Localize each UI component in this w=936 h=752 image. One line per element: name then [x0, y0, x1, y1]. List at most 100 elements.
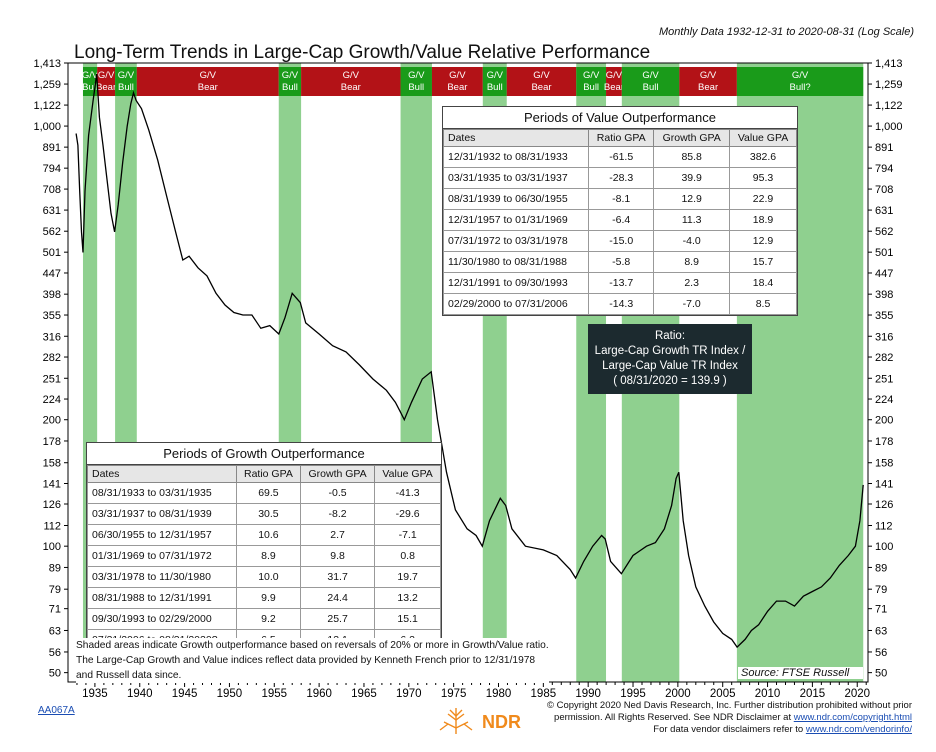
chart-notes: Shaded areas indicate Growth outperforma… — [76, 638, 549, 683]
y-tick-label-right-19: 158 — [875, 458, 893, 470]
value-table-cell-1-1: -28.3 — [588, 167, 655, 189]
value-col-dates: Dates — [442, 129, 590, 147]
regime-label-bottom-7: Bear — [447, 82, 467, 93]
value-table-cell-0-3: 382.6 — [729, 146, 797, 168]
growth-table-row-1: 03/31/1937 to 08/31/1939 30.5 -8.2 -29.6 — [87, 503, 441, 525]
growth-table-cell-4-3: 19.7 — [374, 566, 441, 588]
y-tick-label-left-6: 708 — [43, 184, 61, 196]
y-tick-label-right-11: 398 — [875, 289, 893, 301]
growth-table-cell-2-2: 2.7 — [299, 524, 376, 546]
growth-table-cell-3-0: 01/31/1969 to 07/31/1972 — [87, 545, 237, 567]
regime-label-top-12: G/V — [642, 70, 659, 81]
chart-code-link[interactable]: AA067A — [38, 705, 75, 716]
value-table-cell-2-0: 08/31/1939 to 06/30/1955 — [442, 188, 590, 210]
regime-segment-10 — [576, 67, 607, 96]
copyright-link[interactable]: www.ndr.com/copyright.html — [793, 712, 912, 723]
x-tick-label-7: 1970 — [396, 688, 422, 700]
regime-bar: G/VBullG/VBearG/VBullG/VBearG/VBullG/VBe… — [82, 67, 864, 96]
y-tick-label-left-8: 562 — [43, 226, 61, 238]
y-tick-label-right-16: 224 — [875, 394, 893, 406]
y-tick-label-right-14: 282 — [875, 352, 893, 364]
x-tick-label-10: 1985 — [531, 688, 557, 700]
growth-table-row-3: 01/31/1969 to 07/31/1972 8.9 9.8 0.8 — [87, 545, 441, 567]
growth-col-value: Value GPA — [374, 465, 441, 483]
y-tick-label-right-15: 251 — [875, 373, 893, 385]
value-table-cell-2-3: 22.9 — [729, 188, 797, 210]
x-tick-label-9: 1980 — [486, 688, 512, 700]
regime-label-top-0: G/V — [82, 70, 99, 81]
copyright-line3-text: For data vendor disclaimers refer to — [653, 724, 806, 735]
regime-segment-8 — [482, 67, 507, 96]
y-tick-label-left-0: 1,413 — [33, 58, 61, 70]
growth-col-dates: Dates — [87, 465, 237, 483]
regime-segment-6 — [400, 67, 432, 96]
growth-table-cell-0-0: 08/31/1933 to 03/31/1935 — [87, 482, 237, 504]
value-table-row-7: 02/29/2000 to 07/31/2006 -14.3 -7.0 8.5 — [442, 293, 797, 315]
value-table-row-2: 08/31/1939 to 06/30/1955 -8.1 12.9 22.9 — [442, 188, 797, 210]
regime-segment-12 — [621, 67, 680, 96]
regime-label-top-11: G/V — [606, 70, 623, 81]
value-table-cell-5-3: 15.7 — [729, 251, 797, 273]
value-table-cell-6-2: 2.3 — [653, 272, 731, 294]
growth-table-cell-0-2: -0.5 — [299, 482, 376, 504]
x-tick-label-4: 1955 — [261, 688, 287, 700]
value-table-cell-3-1: -6.4 — [588, 209, 655, 231]
growth-col-growth: Growth GPA — [299, 465, 376, 483]
chart-subtitle: Monthly Data 1932-12-31 to 2020-08-31 (L… — [659, 26, 914, 38]
value-table-row-5: 11/30/1980 to 08/31/1988 -5.8 8.9 15.7 — [442, 251, 797, 273]
x-tick-label-3: 1950 — [217, 688, 243, 700]
y-tick-label-right-10: 447 — [875, 268, 893, 280]
growth-table-cell-5-0: 08/31/1988 to 12/31/1991 — [87, 587, 237, 609]
y-tick-label-left-21: 126 — [43, 499, 61, 511]
value-table-cell-6-1: -13.7 — [588, 272, 655, 294]
y-tick-label-left-1: 1,259 — [33, 79, 61, 91]
regime-segment-9 — [506, 67, 577, 96]
regime-label-bottom-13: Bear — [698, 82, 718, 93]
regime-label-bottom-12: Bull — [643, 82, 659, 93]
regime-segment-13 — [679, 67, 737, 96]
y-tick-label-left-17: 200 — [43, 415, 61, 427]
note-line3: and Russell data since. — [76, 670, 182, 681]
regime-label-bottom-1: Bear — [96, 82, 116, 93]
regime-label-top-6: G/V — [408, 70, 425, 81]
regime-label-top-7: G/V — [449, 70, 466, 81]
regime-label-top-8: G/V — [487, 70, 504, 81]
y-tick-label-right-27: 63 — [875, 625, 887, 637]
value-table-cell-4-3: 12.9 — [729, 230, 797, 252]
growth-table-row-2: 06/30/1955 to 12/31/1957 10.6 2.7 -7.1 — [87, 524, 441, 546]
value-table-cell-2-2: 12.9 — [653, 188, 731, 210]
y-tick-label-left-10: 447 — [43, 268, 61, 280]
regime-label-bottom-11: Bear — [604, 82, 624, 93]
x-axis: 1935 1940 1945 1950 1955 1960 1965 1970 1975 1980… — [76, 682, 870, 700]
y-tick-label-left-16: 224 — [43, 394, 61, 406]
y-tick-label-right-9: 501 — [875, 247, 893, 259]
value-table-cell-5-2: 8.9 — [653, 251, 731, 273]
y-tick-label-left-12: 355 — [43, 310, 61, 322]
x-tick-label-13: 2000 — [665, 688, 691, 700]
value-table-cell-6-0: 12/31/1991 to 09/30/1993 — [442, 272, 590, 294]
value-table-cell-1-3: 95.3 — [729, 167, 797, 189]
y-tick-label-left-5: 794 — [43, 163, 61, 175]
regime-label-top-2: G/V — [118, 70, 135, 81]
y-tick-label-left-2: 1,122 — [33, 100, 61, 112]
growth-table-cell-4-2: 31.7 — [299, 566, 376, 588]
regime-label-top-10: G/V — [583, 70, 600, 81]
value-table-cell-5-1: -5.8 — [588, 251, 655, 273]
value-table-cell-1-0: 03/31/1935 to 03/31/1937 — [442, 167, 590, 189]
growth-table-cell-6-1: 9.2 — [235, 608, 301, 630]
copyright-line2: permission. All Rights Reserved. See NDR… — [547, 712, 912, 724]
regime-label-top-13: G/V — [700, 70, 717, 81]
growth-table-cell-6-0: 09/30/1993 to 02/29/2000 — [87, 608, 237, 630]
regime-label-top-3: G/V — [200, 70, 217, 81]
value-table-caption: Periods of Value Outperformance — [443, 107, 797, 129]
regime-label-bottom-3: Bear — [198, 82, 218, 93]
y-tick-label-right-18: 178 — [875, 436, 893, 448]
growth-table-cell-1-0: 03/31/1937 to 08/31/1939 — [87, 503, 237, 525]
regime-segment-0 — [82, 67, 98, 96]
y-tick-label-left-28: 56 — [49, 647, 61, 659]
y-tick-label-right-0: 1,413 — [875, 58, 903, 70]
value-table-cell-1-2: 39.9 — [653, 167, 731, 189]
growth-col-ratio: Ratio GPA — [235, 465, 301, 483]
y-tick-label-right-23: 100 — [875, 541, 893, 553]
vendor-info-link[interactable]: www.ndr.com/vendorinfo/ — [805, 724, 912, 735]
